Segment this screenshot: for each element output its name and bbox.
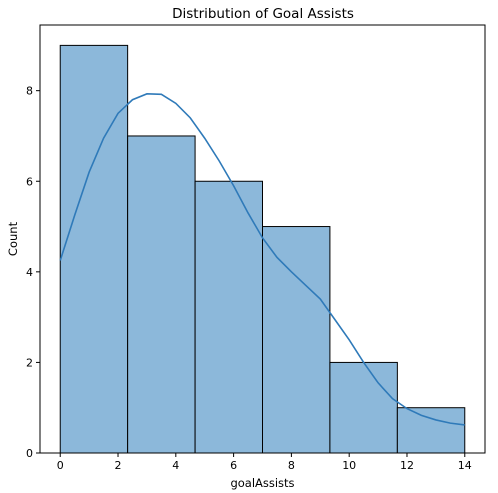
histogram-bar-5: [396, 407, 466, 454]
x-tick-label-4: 4: [172, 459, 179, 472]
x-tick-label-14: 14: [458, 459, 472, 472]
histogram-bar-2: [194, 180, 263, 454]
y-tick-label-4: 4: [26, 266, 33, 279]
bars-group: [59, 44, 466, 454]
x-tick-label-12: 12: [400, 459, 414, 472]
histogram-bar-0: [59, 44, 129, 454]
kde-line: [59, 93, 465, 426]
x-tick-label-8: 8: [288, 459, 295, 472]
x-tick-label-6: 6: [230, 459, 237, 472]
y-tick-label-2: 2: [26, 356, 33, 369]
y-tick-label-6: 6: [26, 175, 33, 188]
y-tick-label-8: 8: [26, 85, 33, 98]
chart-title: Distribution of Goal Assists: [172, 6, 354, 22]
kde-group: [59, 93, 465, 426]
y-axis-label: Count: [6, 221, 20, 256]
y-axis: 0 2 4 6 8: [26, 85, 40, 460]
y-tick-label-0: 0: [26, 447, 33, 460]
plot-frame: [39, 24, 486, 454]
histogram-bar-4: [329, 361, 398, 454]
x-axis-label: goalAssists: [230, 476, 294, 490]
histogram-bar-3: [262, 226, 331, 454]
histogram-bar-1: [127, 135, 196, 454]
x-tick-label-2: 2: [115, 459, 122, 472]
x-tick-label-10: 10: [342, 459, 356, 472]
x-tick-label-0: 0: [57, 459, 64, 472]
x-axis: 0 2 4 6 8 10 12 14: [57, 453, 472, 472]
